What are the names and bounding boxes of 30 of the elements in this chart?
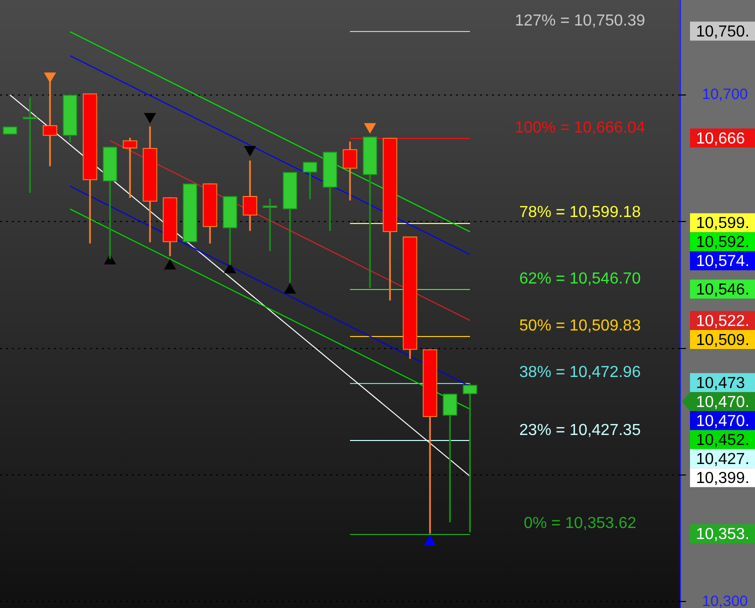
text: 10,592. [696,234,750,252]
text: 10,522. [696,312,750,330]
ref-line-label: 100% = 10,666.04 [514,119,646,136]
ref-line-label: 127% = 10,750.39 [514,12,646,30]
ref-line-label: 50% = 10,509.83 [519,317,641,334]
text: 10,470. [696,394,750,411]
candlestick [442,394,458,522]
candlestick [122,138,138,198]
y-tick-label: 10,300 [702,592,748,608]
candlestick [362,136,378,288]
text: 10,473 [696,374,746,392]
ref-line-label: 23% = 10,427.35 [519,422,641,439]
candlestick [22,97,38,193]
text: 10,666 [696,130,746,148]
text: 10,452. [696,432,750,449]
text: 10,599. [696,215,750,232]
ref-line-label: 38% = 10,472.96 [519,364,641,381]
text: 10,546. [696,282,750,299]
y-tick-label: 10,700 [702,86,748,104]
ref-line-label: 78% = 10,599.18 [519,204,641,222]
text: 10,509. [696,332,750,349]
text: 10,427. [696,450,750,468]
text: 10,574. [696,253,750,270]
ref-line-label: 62% = 10,546.70 [519,270,641,288]
text: 10,399. [696,470,750,487]
ref-line-label: 0% = 10,353.62 [524,515,636,532]
text: 10,353. [696,526,750,544]
candlestick [462,383,478,532]
text: 10,750. [696,24,750,41]
text: 10,470. [696,412,750,430]
